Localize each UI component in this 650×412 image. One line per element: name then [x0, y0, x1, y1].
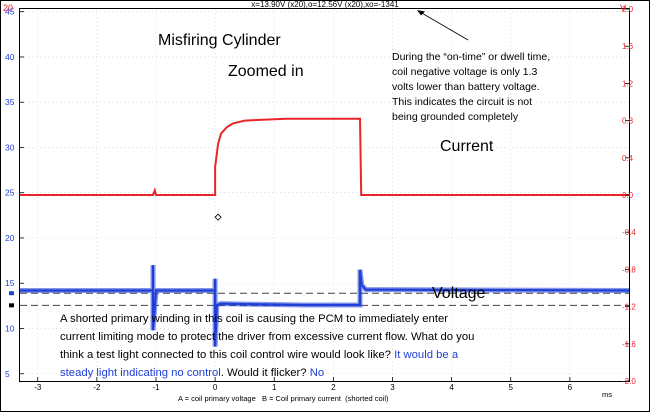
cursor-lines: [9, 291, 629, 308]
paragraph-text: think a test light connected to this coi…: [60, 349, 394, 361]
dwell-note: During the “on-time” or dwell time, coil…: [392, 51, 550, 123]
right-tick-label: -1.2: [622, 303, 636, 312]
left-tick-label: 20: [5, 233, 15, 243]
x-unit-label: ms: [602, 390, 612, 399]
right-tick-label: -0.8: [622, 265, 636, 274]
note-line: During the “on-time” or dwell time,: [392, 51, 550, 63]
x-axis-ticks: -3 -2 -1 0 1 2 3 4 5 6: [34, 377, 573, 392]
answer-text: It would be a: [394, 349, 459, 361]
left-tick-label: 45: [5, 7, 15, 17]
plot-area: [19, 8, 630, 382]
traces: [20, 117, 630, 347]
legend: A = coil primary voltage B = Coil primar…: [178, 394, 389, 403]
paragraph-line: current limiting mode to protect the dri…: [60, 331, 474, 343]
x-tick-label: 3: [390, 383, 395, 392]
right-tick-label: -1.6: [622, 340, 636, 349]
series-current-line: [20, 117, 629, 196]
corner-left-label: 20: [3, 3, 13, 13]
x-tick-label: 2: [331, 383, 336, 392]
right-tick-label: 1.6: [622, 42, 634, 51]
right-tick-label: 0.4: [622, 154, 634, 163]
left-tick-label: 10: [5, 324, 15, 334]
voltage-label: Voltage: [432, 285, 485, 302]
answer-text: No: [310, 367, 324, 379]
left-tick-label: 15: [5, 278, 15, 288]
x-tick-label: -2: [93, 383, 101, 392]
note-line: volts lower than battery voltage.: [392, 81, 540, 93]
x-tick-label: -3: [34, 383, 42, 392]
x-tick-label: 6: [568, 383, 573, 392]
right-tick-label: 0.8: [622, 117, 634, 126]
bottom-paragraph: A shorted primary winding in this coil i…: [60, 313, 474, 379]
right-tick-label: -2.0: [622, 377, 636, 386]
note-line: coil negative voltage is only 1.3: [392, 66, 537, 78]
note-line: being grounded completely: [392, 111, 519, 123]
right-tick-label: -0.4: [622, 228, 636, 237]
answer-text: steady light indicating no control: [60, 367, 221, 379]
paragraph-line: steady light indicating no control. Woul…: [60, 367, 324, 379]
left-axis-ticks: 5 10 15 20 25 30 35 40 45: [5, 7, 24, 379]
paragraph-text: . Would it flicker?: [221, 367, 310, 379]
left-tick-label: 35: [5, 97, 15, 107]
right-tick-label: 1.2: [622, 79, 634, 88]
title-zoomed: Zoomed in: [228, 63, 304, 80]
left-tick-label: 40: [5, 52, 15, 62]
current-label: Current: [440, 138, 494, 155]
corner-right-label: V: [620, 3, 626, 13]
cursor-marker: [9, 291, 14, 296]
right-tick-label: 2.0: [622, 5, 634, 14]
note-line: This indicates the circuit is not: [392, 96, 532, 108]
x-tick-label: -1: [152, 383, 160, 392]
note-arrowhead: [417, 10, 425, 16]
paragraph-line: think a test light connected to this coi…: [60, 349, 459, 361]
trigger-marker: [214, 213, 222, 221]
x-tick-label: 1: [272, 383, 277, 392]
paragraph-line: A shorted primary winding in this coil i…: [60, 313, 448, 325]
cursor-marker: [9, 303, 14, 308]
note-arrow: [419, 11, 469, 41]
x-tick-label: 5: [509, 383, 514, 392]
left-tick-label: 25: [5, 188, 15, 198]
series-voltage-line: [20, 265, 630, 347]
title-misfiring: Misfiring Cylinder: [158, 32, 281, 49]
x-tick-label: 4: [449, 383, 454, 392]
right-tick-label: 0.0: [622, 191, 634, 200]
header-readout: x=13.90V (x20),o=12.56V (x20),xo=-1341: [251, 0, 399, 9]
grid: [20, 9, 629, 381]
left-tick-label: 30: [5, 142, 15, 152]
x-tick-label: 0: [213, 383, 218, 392]
left-tick-label: 5: [5, 369, 10, 379]
right-axis-ticks: -2.0 -1.6 -1.2 -0.8 -0.4 0.0 0.4 0.8 1.2 1.6 2.0: [622, 5, 636, 386]
